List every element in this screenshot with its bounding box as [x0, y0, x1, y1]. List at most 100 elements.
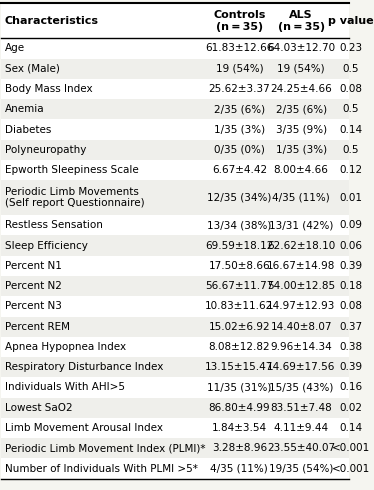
Text: 64.03±12.70: 64.03±12.70 [267, 44, 335, 53]
Text: 24.25±4.66: 24.25±4.66 [270, 84, 332, 94]
Text: 0.14: 0.14 [339, 124, 362, 135]
Text: 4/35 (11%): 4/35 (11%) [211, 464, 268, 474]
Text: 0.5: 0.5 [343, 104, 359, 114]
Bar [1, 317, 349, 337]
Text: 8.00±4.66: 8.00±4.66 [274, 165, 329, 175]
Text: 13/31 (42%): 13/31 (42%) [269, 220, 333, 230]
Text: 10.83±11.62: 10.83±11.62 [205, 301, 273, 311]
Text: 15/35 (43%): 15/35 (43%) [269, 383, 333, 392]
Text: <0.001: <0.001 [332, 443, 370, 453]
Text: 6.67±4.42: 6.67±4.42 [212, 165, 267, 175]
Bar [1, 79, 349, 99]
Bar [1, 38, 349, 59]
Bar [1, 99, 349, 120]
Bar [1, 459, 349, 479]
Text: Sex (Male): Sex (Male) [5, 64, 60, 74]
Text: 0.01: 0.01 [339, 193, 362, 203]
Bar [1, 140, 349, 160]
Text: 0.23: 0.23 [339, 44, 362, 53]
Text: <0.001: <0.001 [332, 464, 370, 474]
Text: Characteristics: Characteristics [5, 16, 99, 26]
Bar [1, 357, 349, 377]
Text: Limb Movement Arousal Index: Limb Movement Arousal Index [5, 423, 163, 433]
Bar [1, 438, 349, 459]
Bar [1, 377, 349, 397]
Text: 56.67±11.77: 56.67±11.77 [205, 281, 273, 291]
Text: 0.08: 0.08 [339, 84, 362, 94]
Text: Polyneuropathy: Polyneuropathy [5, 145, 86, 155]
Text: 0.38: 0.38 [339, 342, 362, 352]
Text: Apnea Hypopnea Index: Apnea Hypopnea Index [5, 342, 126, 352]
Text: Age: Age [5, 44, 25, 53]
Text: 0.18: 0.18 [339, 281, 362, 291]
Text: Percent N2: Percent N2 [5, 281, 62, 291]
Text: Body Mass Index: Body Mass Index [5, 84, 92, 94]
Text: 0.14: 0.14 [339, 423, 362, 433]
Text: 61.83±12.66: 61.83±12.66 [205, 44, 273, 53]
Text: 2/35 (6%): 2/35 (6%) [276, 104, 327, 114]
Text: Sleep Efficiency: Sleep Efficiency [5, 241, 88, 250]
Text: 62.62±18.10: 62.62±18.10 [267, 241, 335, 250]
Text: 16.67±14.98: 16.67±14.98 [267, 261, 335, 271]
Bar [1, 3, 349, 38]
Text: 0.06: 0.06 [339, 241, 362, 250]
Text: Lowest SaO2: Lowest SaO2 [5, 403, 73, 413]
Text: 12/35 (34%): 12/35 (34%) [207, 193, 272, 203]
Text: Epworth Sleepiness Scale: Epworth Sleepiness Scale [5, 165, 139, 175]
Text: 54.00±12.85: 54.00±12.85 [267, 281, 335, 291]
Text: 13/34 (38%): 13/34 (38%) [207, 220, 272, 230]
Text: Percent N3: Percent N3 [5, 301, 62, 311]
Bar [1, 59, 349, 79]
Text: 0.08: 0.08 [339, 301, 362, 311]
Text: Periodic Limb Movement Index (PLMI)*: Periodic Limb Movement Index (PLMI)* [5, 443, 205, 453]
Text: p value: p value [328, 16, 374, 26]
Text: 17.50±8.66: 17.50±8.66 [208, 261, 270, 271]
Text: 23.55±40.07: 23.55±40.07 [267, 443, 335, 453]
Text: 11/35 (31%): 11/35 (31%) [207, 383, 272, 392]
Bar [1, 397, 349, 418]
Bar [1, 337, 349, 357]
Text: 14.97±12.93: 14.97±12.93 [267, 301, 335, 311]
Bar [1, 120, 349, 140]
Bar [1, 160, 349, 180]
Text: Restless Sensation: Restless Sensation [5, 220, 103, 230]
Text: 0.37: 0.37 [339, 321, 362, 332]
Text: Percent REM: Percent REM [5, 321, 70, 332]
Text: 0/35 (0%): 0/35 (0%) [214, 145, 265, 155]
Text: 0.39: 0.39 [339, 261, 362, 271]
Text: 19/35 (54%): 19/35 (54%) [269, 464, 333, 474]
Text: Controls
(n = 35): Controls (n = 35) [213, 9, 266, 32]
Text: 1/35 (3%): 1/35 (3%) [276, 145, 327, 155]
Text: 19 (54%): 19 (54%) [278, 64, 325, 74]
Bar [1, 256, 349, 276]
Text: 2/35 (6%): 2/35 (6%) [214, 104, 265, 114]
Text: 83.51±7.48: 83.51±7.48 [270, 403, 332, 413]
Text: 0.12: 0.12 [339, 165, 362, 175]
Text: 13.15±15.47: 13.15±15.47 [205, 362, 273, 372]
Text: 0.09: 0.09 [339, 220, 362, 230]
Bar [1, 215, 349, 235]
Text: 86.80±4.99: 86.80±4.99 [208, 403, 270, 413]
Text: 3/35 (9%): 3/35 (9%) [276, 124, 327, 135]
Text: 69.59±18.12: 69.59±18.12 [205, 241, 273, 250]
Text: 25.62±3.37: 25.62±3.37 [208, 84, 270, 94]
Text: 0.5: 0.5 [343, 64, 359, 74]
Text: 0.02: 0.02 [339, 403, 362, 413]
Text: 9.96±14.34: 9.96±14.34 [270, 342, 332, 352]
Text: Individuals With AHI>5: Individuals With AHI>5 [5, 383, 125, 392]
Text: 4/35 (11%): 4/35 (11%) [272, 193, 330, 203]
Text: 14.40±8.07: 14.40±8.07 [270, 321, 332, 332]
Text: Respiratory Disturbance Index: Respiratory Disturbance Index [5, 362, 163, 372]
Text: Number of Individuals With PLMI >5*: Number of Individuals With PLMI >5* [5, 464, 198, 474]
Text: 4.11±9.44: 4.11±9.44 [274, 423, 329, 433]
Bar [1, 296, 349, 317]
Text: Percent N1: Percent N1 [5, 261, 62, 271]
Text: Anemia: Anemia [5, 104, 45, 114]
Bar [1, 418, 349, 438]
Bar [1, 235, 349, 256]
Text: 1/35 (3%): 1/35 (3%) [214, 124, 265, 135]
Text: 8.08±12.82: 8.08±12.82 [208, 342, 270, 352]
Text: 3.28±8.96: 3.28±8.96 [212, 443, 267, 453]
Text: 0.39: 0.39 [339, 362, 362, 372]
Text: 15.02±6.92: 15.02±6.92 [208, 321, 270, 332]
